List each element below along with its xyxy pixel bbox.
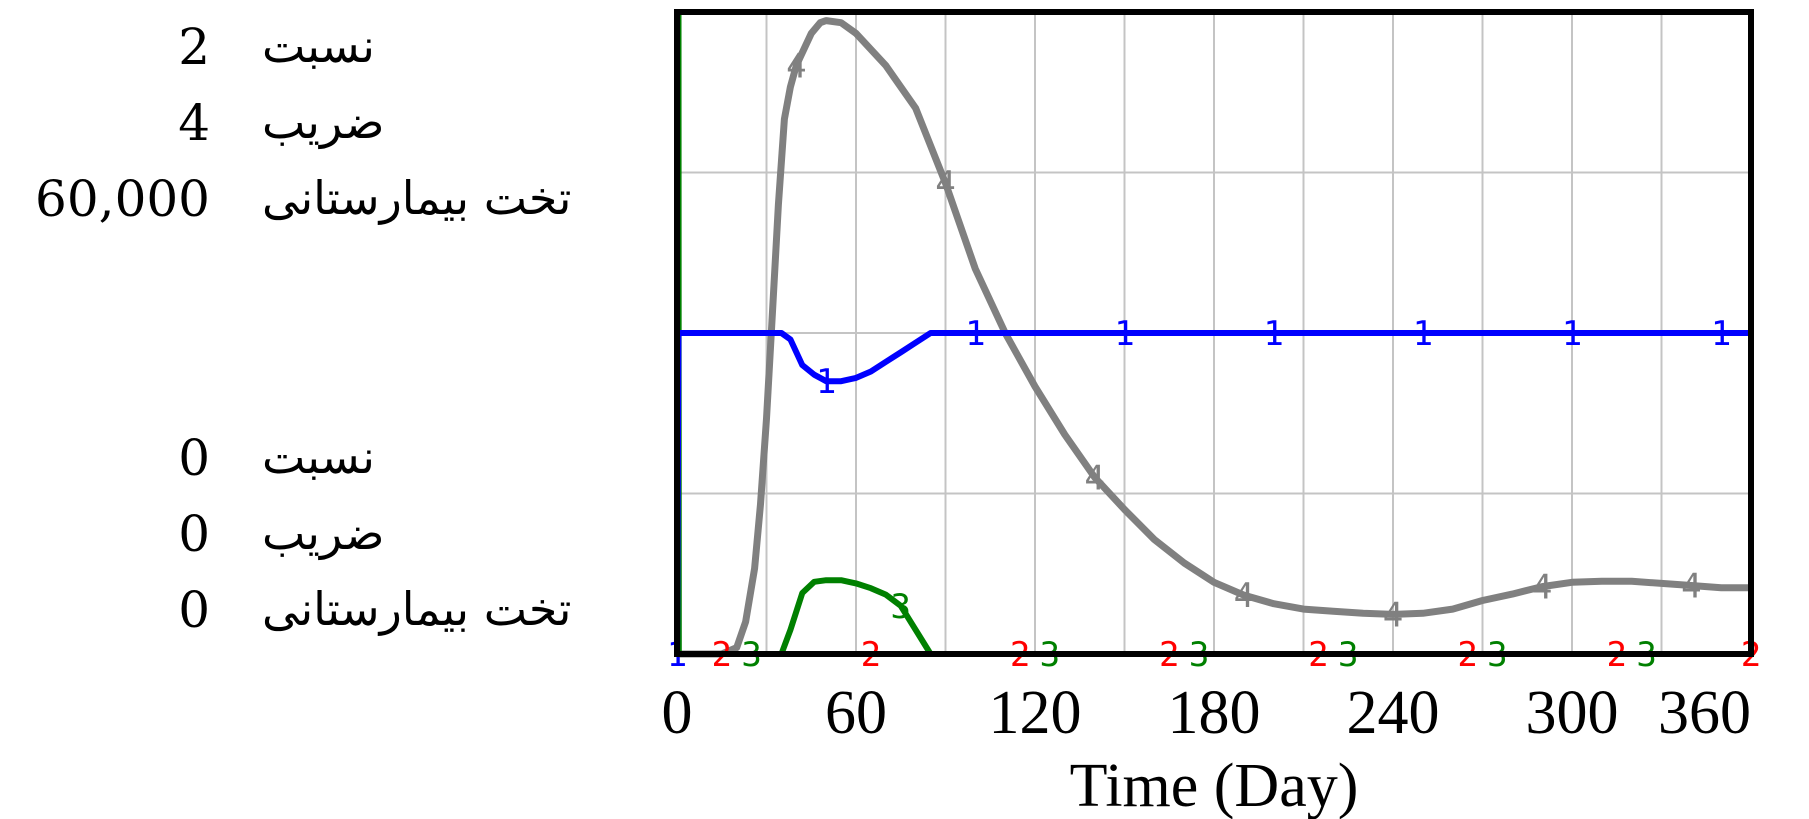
series-marker-1: 1 <box>965 314 985 354</box>
plot-frame <box>674 9 1754 657</box>
series-marker-1: 1 <box>1711 314 1731 354</box>
series-marker-1: 1 <box>816 362 836 402</box>
x-tick-label-6: 360 <box>1658 679 1751 747</box>
x-tick-labels: 0 60 120 180 240 300 360 <box>662 679 1752 747</box>
y-scale-bottom-value-1: 0 <box>178 505 210 563</box>
y-scale-bottom-value-2: 0 <box>178 581 210 639</box>
x-axis-title: Time (Day) <box>1070 752 1359 819</box>
y-scale-top-label-0: نسبت <box>262 19 375 73</box>
y-scale-top: 2 نسبت 4 ضریب 60,000 تخت بیمارستانی <box>35 18 571 228</box>
series-marker-4: 4 <box>935 164 955 204</box>
y-scale-top-value-0: 2 <box>178 18 210 76</box>
y-scale-top-value-2: 60,000 <box>35 170 210 228</box>
series-marker-4: 4 <box>1084 458 1104 498</box>
y-scale-top-label-2: تخت بیمارستانی <box>262 171 571 225</box>
series-marker-3: 3 <box>891 587 911 627</box>
x-tick-label-5: 300 <box>1526 679 1619 747</box>
y-scale-bottom-label-1: ضریب <box>262 506 384 561</box>
series-marker-4: 4 <box>1234 576 1254 616</box>
y-scale-bottom-label-2: تخت بیمارستانی <box>262 582 571 636</box>
y-scale-top-value-1: 4 <box>178 94 210 152</box>
series-marker-4: 4 <box>1532 568 1552 608</box>
y-scale-top-label-1: ضریب <box>262 95 384 150</box>
series-line-4 <box>677 17 1751 658</box>
series-marker-1: 1 <box>1114 314 1134 354</box>
series-marker-4: 4 <box>1383 595 1403 635</box>
y-scale-bottom-label-0: نسبت <box>262 430 375 484</box>
x-tick-label-0: 0 <box>662 679 693 747</box>
x-tick-label-3: 180 <box>1168 679 1261 747</box>
x-tick-label-2: 120 <box>989 679 1082 747</box>
y-scale-bottom: 0 نسبت 0 ضریب 0 تخت بیمارستانی <box>178 429 571 639</box>
series-marker-1: 1 <box>1413 314 1433 354</box>
y-scale-bottom-value-0: 0 <box>178 429 210 487</box>
series-line-1 <box>674 330 1751 655</box>
series-marker-1: 1 <box>1562 314 1582 354</box>
series-marker-4: 4 <box>1681 567 1701 607</box>
x-tick-label-4: 240 <box>1347 679 1440 747</box>
series-marker-1: 1 <box>1263 314 1283 354</box>
x-tick-label-1: 60 <box>825 679 887 747</box>
series-marker-4: 4 <box>786 47 806 87</box>
